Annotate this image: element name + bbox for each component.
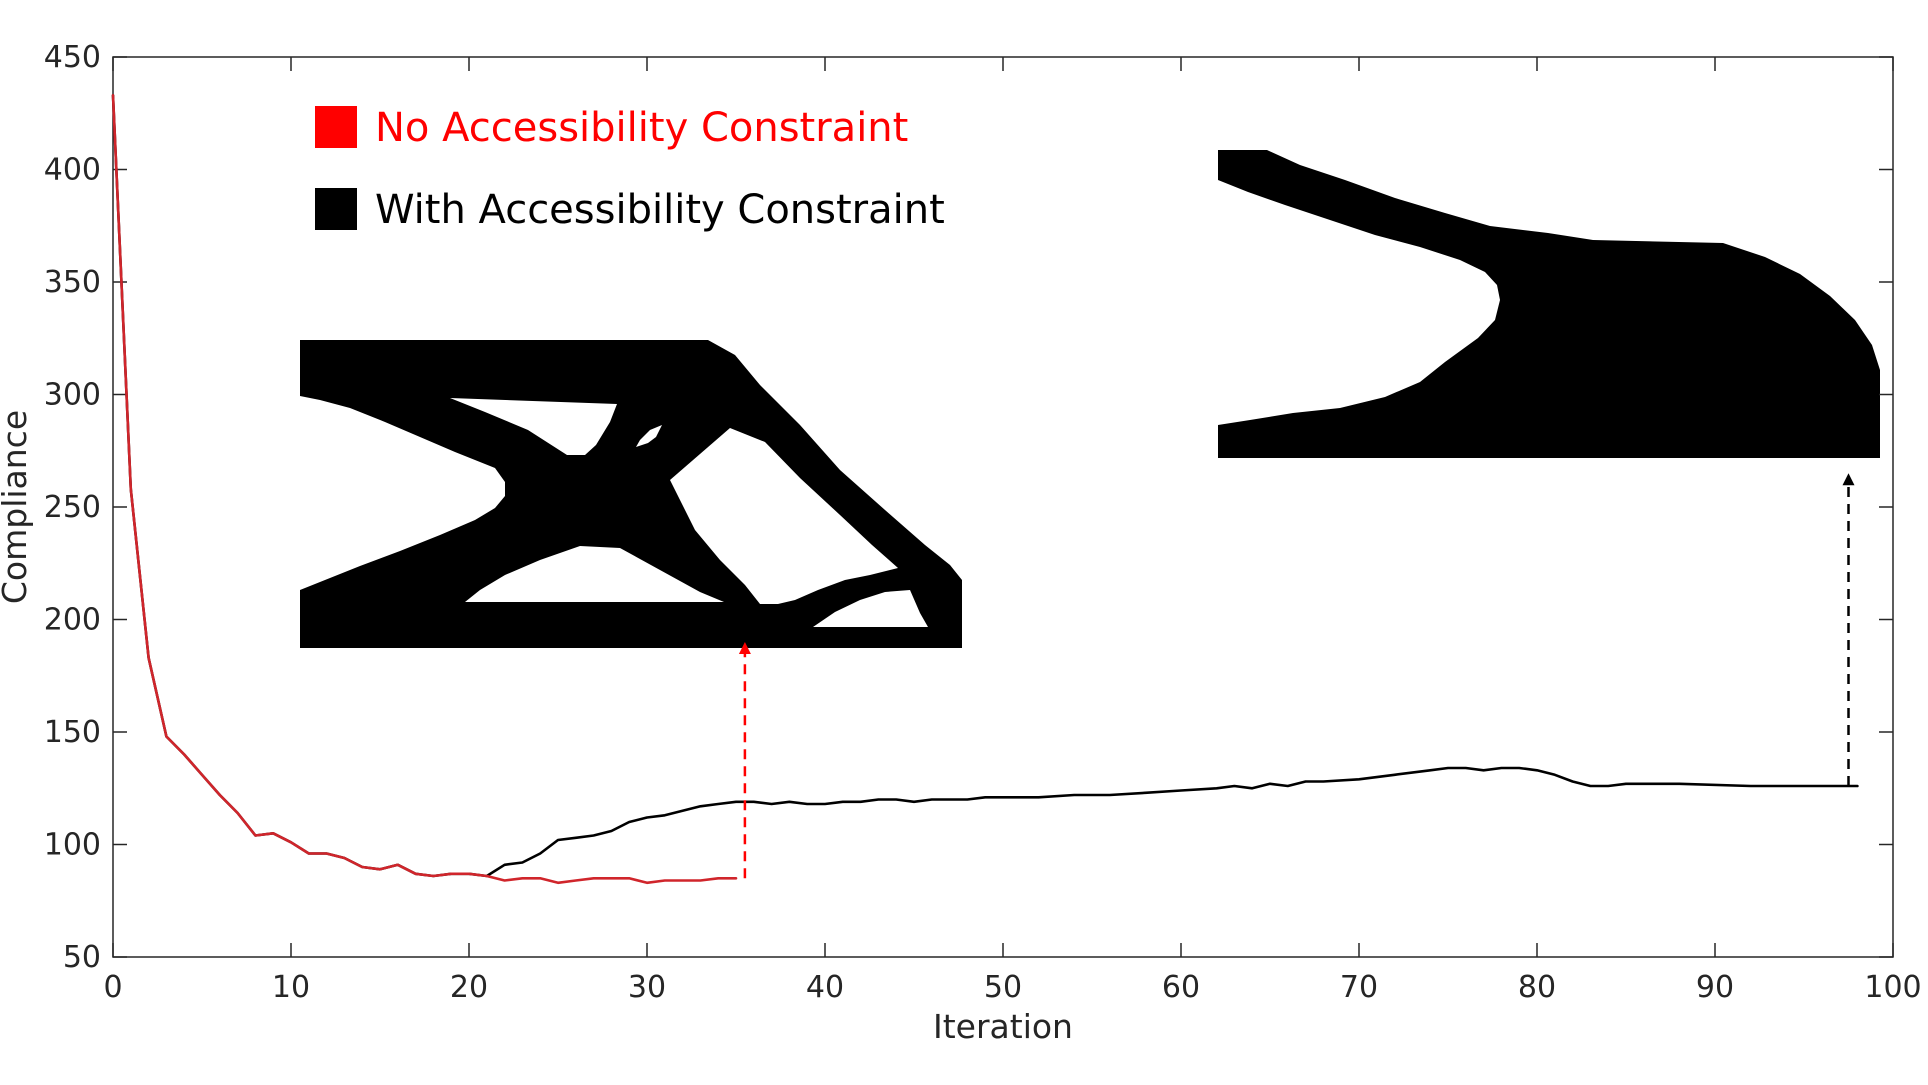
legend-swatch-with-constraint — [315, 188, 357, 230]
y-axis-ticks: 50 100 150 200 250 300 350 400 450 — [44, 40, 1893, 975]
inset-constrained-body — [1218, 150, 1880, 458]
x-tick-label: 50 — [984, 970, 1022, 1005]
x-tick-label: 30 — [628, 970, 666, 1005]
inset-structure-constrained — [1218, 150, 1880, 458]
inset-void-small — [813, 590, 928, 627]
series-layer — [111, 94, 1859, 885]
y-tick-label: 100 — [44, 828, 101, 863]
axes: 0 10 20 30 40 50 60 70 80 90 100 50 100 150 200 250 300… — [0, 40, 1922, 1046]
y-tick-label: 200 — [44, 603, 101, 638]
x-tick-label: 40 — [806, 970, 844, 1005]
y-axis-label: Compliance — [0, 410, 34, 604]
inset-void-sliver — [636, 425, 662, 447]
x-tick-label: 90 — [1696, 970, 1734, 1005]
y-tick-label: 50 — [63, 940, 101, 975]
inset-void-bottom — [465, 546, 724, 602]
x-axis-label: Iteration — [933, 1007, 1073, 1046]
inset-structure-unconstrained — [300, 340, 962, 648]
x-tick-label: 100 — [1864, 970, 1921, 1005]
annotation-layer — [738, 473, 1855, 879]
y-tick-label: 150 — [44, 715, 101, 750]
x-axis-ticks: 0 10 20 30 40 50 60 70 80 90 100 — [103, 57, 1922, 1005]
legend-swatch-no-constraint — [315, 106, 357, 148]
y-tick-label: 400 — [44, 153, 101, 188]
x-tick-label: 0 — [103, 970, 122, 1005]
y-tick-label: 450 — [44, 40, 101, 75]
legend: No Accessibility Constraint With Accessi… — [315, 105, 945, 233]
x-tick-label: 80 — [1518, 970, 1556, 1005]
arrow-with-constraint-head — [1842, 473, 1855, 486]
inset-void-left — [450, 398, 617, 455]
x-tick-label: 20 — [450, 970, 488, 1005]
x-tick-label: 10 — [272, 970, 310, 1005]
x-tick-label: 60 — [1162, 970, 1200, 1005]
y-tick-label: 300 — [44, 378, 101, 413]
arrow-no-constraint-head — [738, 642, 751, 654]
series-line-no-constraint — [111, 94, 738, 885]
x-tick-label: 70 — [1340, 970, 1378, 1005]
legend-label-no-constraint: No Accessibility Constraint — [375, 105, 908, 151]
inset-void-triangle — [670, 428, 898, 604]
y-tick-label: 250 — [44, 490, 101, 525]
y-tick-label: 350 — [44, 265, 101, 300]
legend-label-with-constraint: With Accessibility Constraint — [375, 187, 945, 233]
